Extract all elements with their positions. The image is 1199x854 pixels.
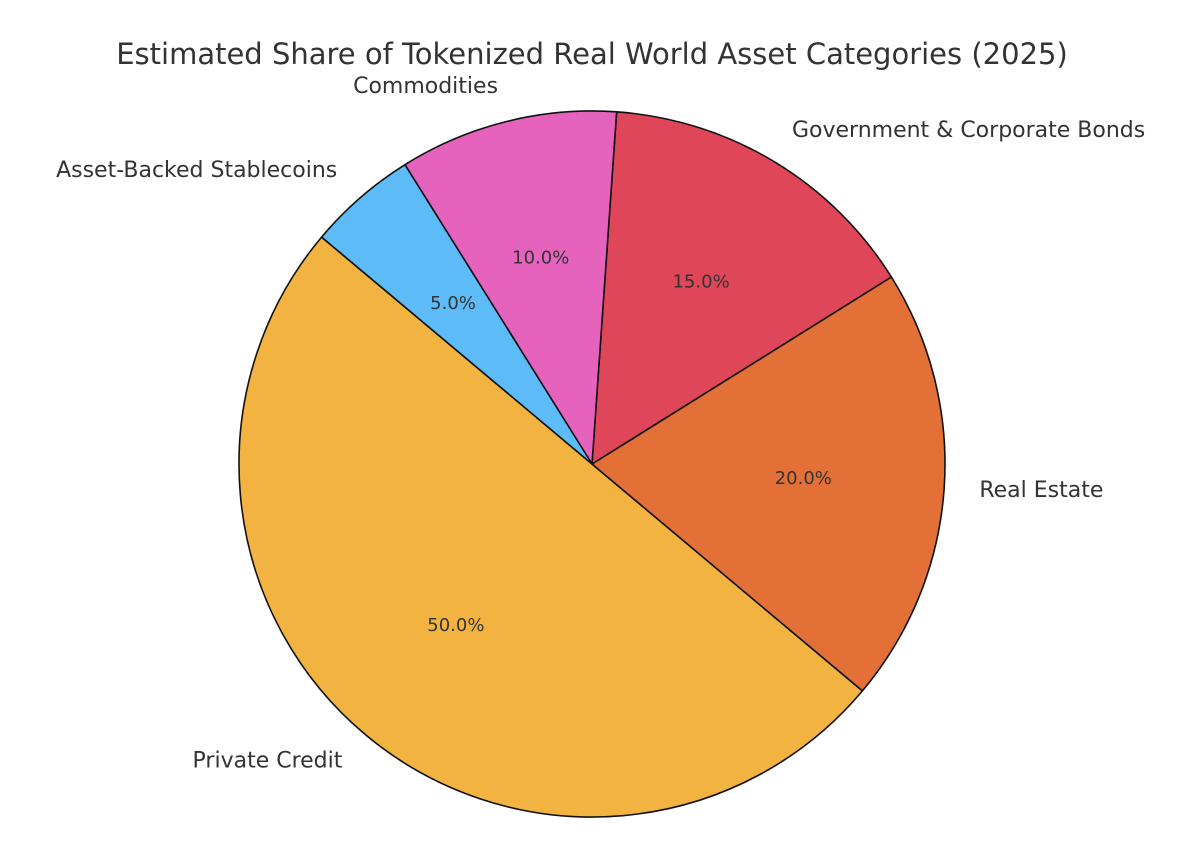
chart-title: Estimated Share of Tokenized Real World … <box>116 37 1068 71</box>
slice-real-estate <box>591 276 946 692</box>
pie-slices <box>238 110 946 818</box>
percent-label-private-credit: 50.0% <box>427 615 484 636</box>
percent-labels: 50.0% 20.0% 15.0% 10.0% 5.0% <box>427 247 832 636</box>
percent-label-commodities: 10.0% <box>512 247 569 268</box>
slice-commodities <box>404 110 618 465</box>
percent-label-real-estate: 20.0% <box>775 468 832 489</box>
category-label-government-corporate-bonds: Government & Corporate Bonds <box>792 118 1145 143</box>
slice-government-corporate-bonds <box>591 111 893 465</box>
category-label-private-credit: Private Credit <box>193 748 343 773</box>
category-labels: Private Credit Real Estate Government & Co… <box>56 74 1145 773</box>
slice-private-credit <box>238 236 864 818</box>
category-label-commodities: Commodities <box>353 74 498 99</box>
category-label-real-estate: Real Estate <box>979 478 1103 503</box>
slice-asset-backed-stablecoins <box>320 163 593 465</box>
percent-label-asset-backed-stablecoins: 5.0% <box>430 293 476 314</box>
category-label-asset-backed-stablecoins: Asset-Backed Stablecoins <box>56 158 337 183</box>
percent-label-government-corporate-bonds: 15.0% <box>672 271 729 292</box>
